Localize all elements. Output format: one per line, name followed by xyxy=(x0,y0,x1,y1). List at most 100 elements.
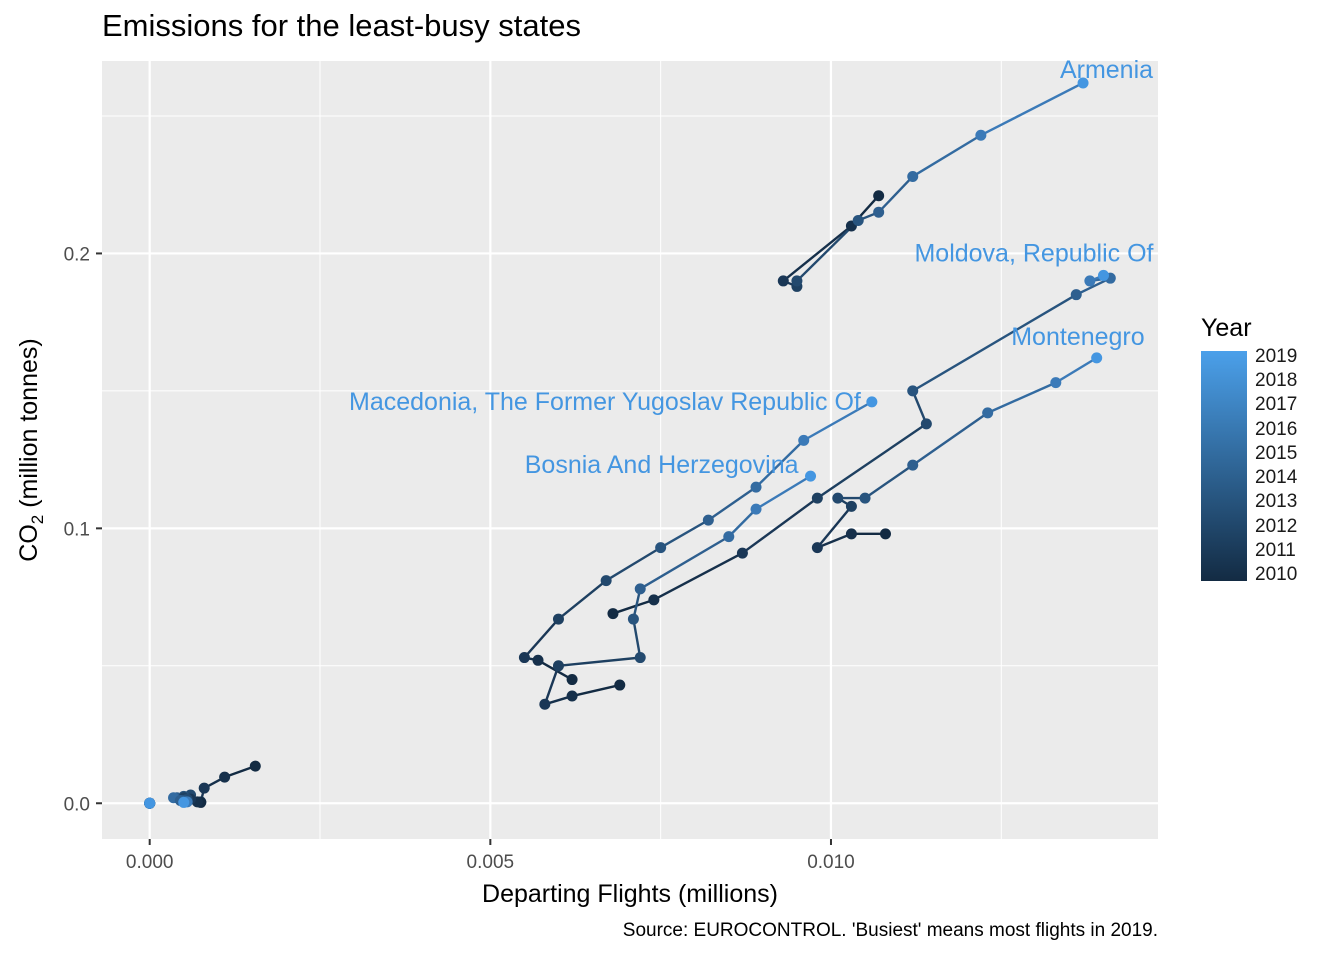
data-point xyxy=(634,583,646,595)
data-point xyxy=(532,654,544,666)
series-segment xyxy=(632,618,642,658)
data-point xyxy=(600,575,612,587)
series-segment xyxy=(558,656,641,667)
series-segment xyxy=(605,546,662,582)
axes: 0.000 0.005 0.010 0.0 0.1 0.2 xyxy=(64,244,855,873)
series-segment xyxy=(912,293,1077,392)
data-point xyxy=(702,514,714,526)
data-point xyxy=(750,481,762,493)
series-segment xyxy=(612,598,655,615)
y-tick-label: 0.0 xyxy=(64,794,90,815)
series-segment xyxy=(571,683,621,698)
series-segment xyxy=(864,464,914,500)
legend-label: 2010 xyxy=(1255,564,1298,585)
series-segment xyxy=(816,532,852,549)
y-tick-label: 0.1 xyxy=(64,519,90,540)
plot-panel xyxy=(102,61,1158,839)
data-point xyxy=(907,385,919,397)
data-point xyxy=(750,503,762,515)
data-point xyxy=(552,613,564,625)
data-point xyxy=(627,613,639,625)
data-point xyxy=(811,542,823,554)
data-point xyxy=(777,275,789,287)
series-segment xyxy=(727,508,757,538)
data-point xyxy=(852,214,864,226)
series-segment xyxy=(1075,277,1111,296)
data-point xyxy=(832,492,844,504)
data-point xyxy=(1070,289,1082,301)
series-segment xyxy=(980,81,1084,137)
series-segment xyxy=(653,552,743,601)
series-segment xyxy=(912,411,989,467)
data-point xyxy=(798,434,810,446)
data-point xyxy=(634,652,646,664)
data-point xyxy=(805,470,817,482)
series-segment xyxy=(877,175,914,214)
data-point xyxy=(736,547,748,559)
legend-label: 2012 xyxy=(1255,515,1298,537)
series-segment xyxy=(803,400,873,442)
data-point xyxy=(178,796,190,808)
legend-label: 2018 xyxy=(1255,370,1298,392)
data-point xyxy=(845,500,857,512)
series-segment xyxy=(816,505,853,549)
chart-caption: Source: EUROCONTROL. 'Busiest' means mos… xyxy=(622,920,1158,941)
series-segment xyxy=(796,219,860,282)
x-tick-label: 0.005 xyxy=(467,852,515,873)
series-segment xyxy=(523,618,560,659)
legend-label: 2017 xyxy=(1255,394,1298,416)
data-point xyxy=(552,660,564,672)
chart-title: Emissions for the least-busy states xyxy=(102,8,581,43)
series-label: Bosnia And Herzegovina xyxy=(525,451,799,479)
x-tick-label: 0.000 xyxy=(126,852,174,873)
series-label: Montenegro xyxy=(1011,323,1144,351)
series-segment xyxy=(741,497,819,555)
data-point xyxy=(1050,377,1062,389)
data-point xyxy=(975,129,987,141)
legend-label: 2011 xyxy=(1255,539,1296,561)
series-segment xyxy=(911,390,928,425)
series-segment xyxy=(755,475,812,511)
data-point xyxy=(1097,269,1109,281)
grid xyxy=(102,61,1158,839)
data-point xyxy=(1091,352,1103,364)
y-tick-label: 0.2 xyxy=(64,244,90,265)
data-point xyxy=(144,797,156,809)
series-segment xyxy=(816,422,928,500)
data-point xyxy=(518,652,530,664)
series-labels: Armenia Moldova, Republic Of Montenegro Mac… xyxy=(349,56,1154,479)
data-point xyxy=(907,459,919,471)
legend-label: 2013 xyxy=(1255,491,1298,513)
legend-colorbar xyxy=(1201,351,1247,581)
data-point xyxy=(607,608,619,620)
data-point xyxy=(859,492,871,504)
legend-title: Year xyxy=(1201,314,1252,342)
data-point xyxy=(249,760,261,772)
data-point xyxy=(219,771,231,783)
points-layer xyxy=(144,77,1116,809)
legend-label: 2016 xyxy=(1255,418,1298,440)
data-point xyxy=(866,396,878,408)
data-point xyxy=(982,407,994,419)
y-axis-title: CO2 (million tonnes) xyxy=(15,338,47,561)
series-segment xyxy=(1055,356,1098,384)
legend-label: 2015 xyxy=(1255,442,1298,464)
series-segment xyxy=(557,579,607,621)
data-point xyxy=(198,782,210,794)
series-label: Armenia xyxy=(1060,56,1153,84)
data-point xyxy=(873,190,885,202)
data-point xyxy=(791,275,803,287)
series-segment xyxy=(639,535,730,590)
series-segment xyxy=(543,665,560,705)
legend-labels: 2019 2018 2017 2016 2015 2014 2013 2012 2011 2010 xyxy=(1247,346,1327,585)
data-point xyxy=(566,690,578,702)
data-point xyxy=(723,531,735,543)
data-point xyxy=(1077,77,1089,89)
series-segment xyxy=(782,225,853,282)
data-point xyxy=(655,542,667,554)
data-point xyxy=(873,206,885,218)
series-segment xyxy=(755,439,805,488)
data-point xyxy=(811,492,823,504)
series-segment xyxy=(707,486,757,522)
data-point xyxy=(566,674,578,686)
